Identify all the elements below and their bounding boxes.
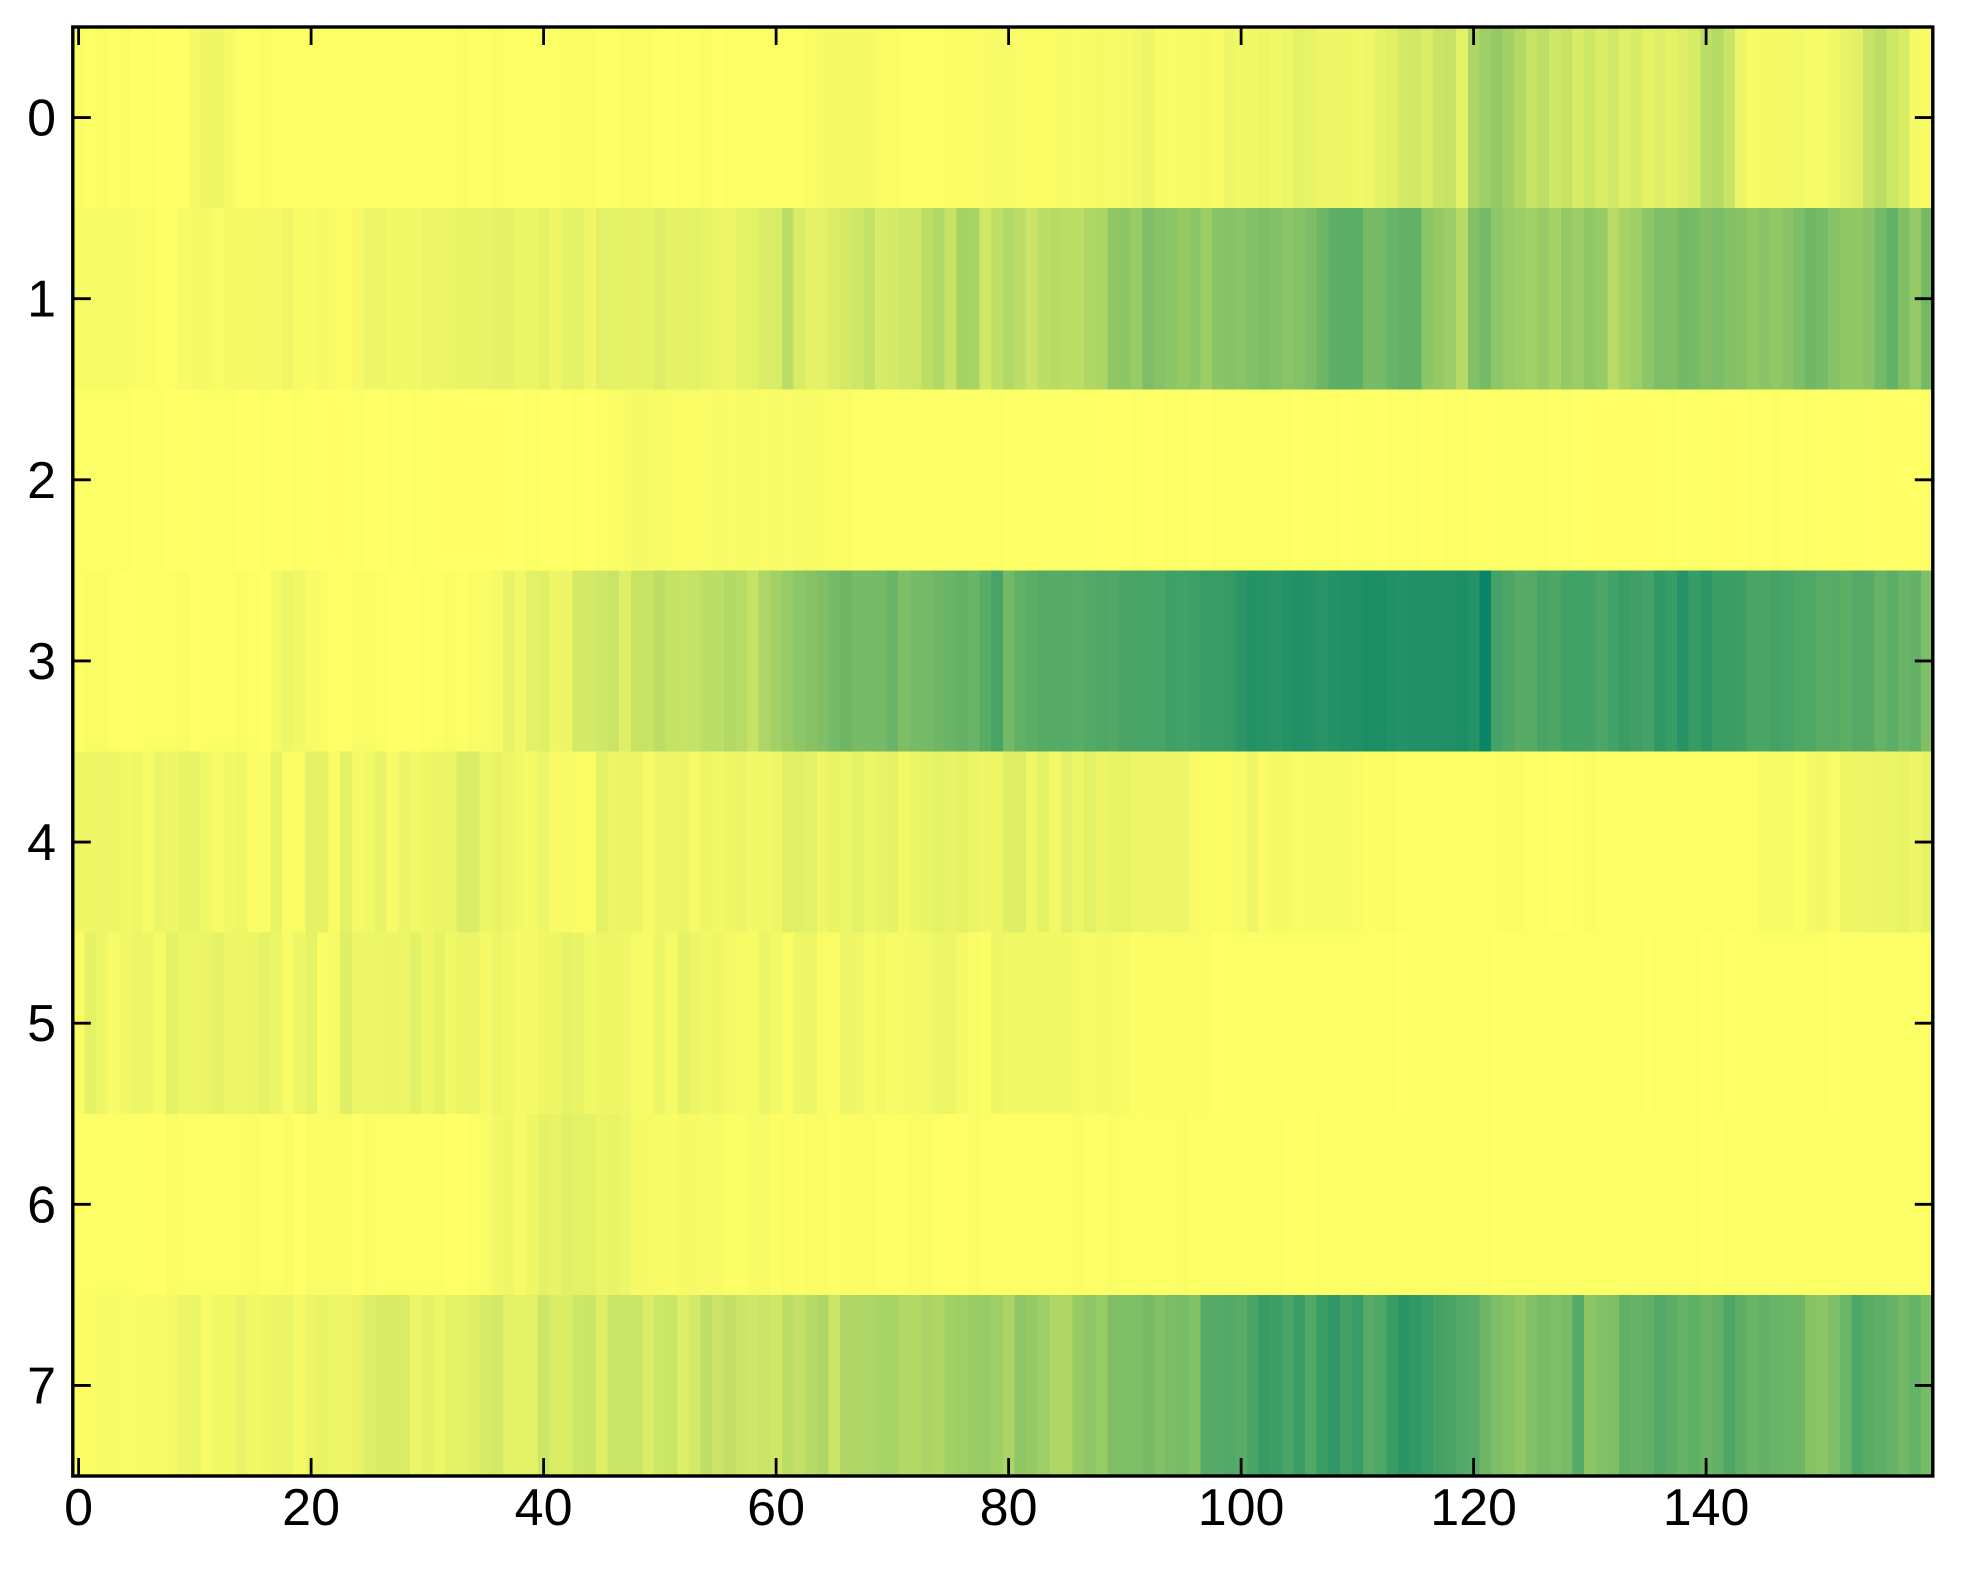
svg-text:4: 4 [27, 814, 56, 872]
svg-text:20: 20 [282, 1479, 340, 1537]
svg-text:0: 0 [64, 1479, 93, 1537]
svg-text:60: 60 [747, 1479, 805, 1537]
svg-text:140: 140 [1663, 1479, 1750, 1537]
svg-text:6: 6 [27, 1176, 56, 1234]
svg-text:2: 2 [27, 452, 56, 510]
svg-text:80: 80 [980, 1479, 1038, 1537]
svg-text:40: 40 [515, 1479, 573, 1537]
svg-text:5: 5 [27, 995, 56, 1053]
svg-text:1: 1 [27, 271, 56, 329]
svg-text:100: 100 [1198, 1479, 1285, 1537]
svg-text:3: 3 [27, 633, 56, 691]
svg-text:7: 7 [27, 1357, 56, 1415]
svg-text:0: 0 [27, 90, 56, 148]
svg-text:120: 120 [1430, 1479, 1517, 1537]
